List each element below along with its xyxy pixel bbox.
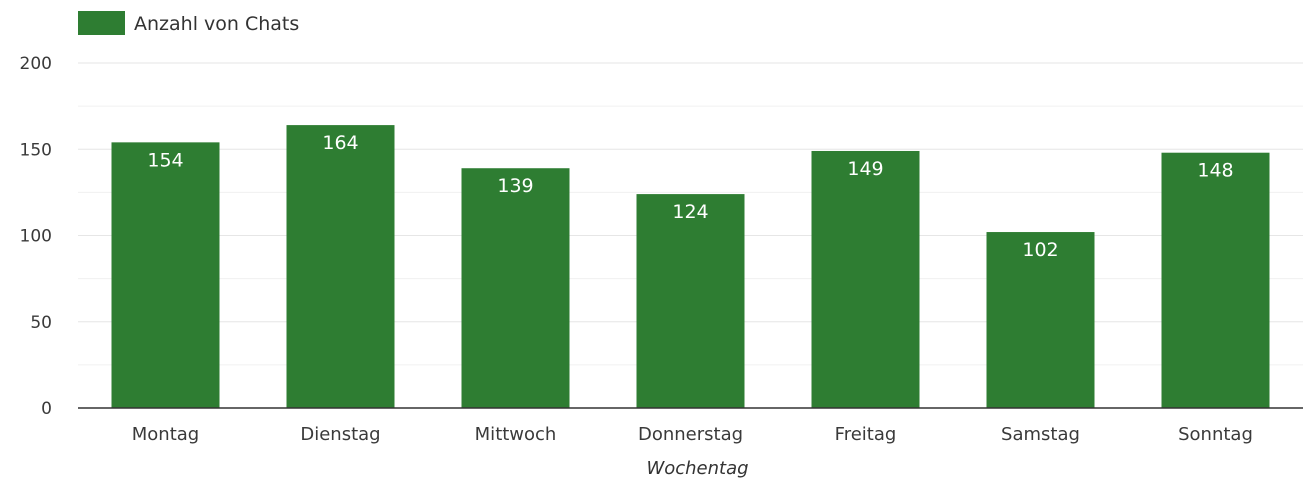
bars: 154 164 139 124 149 102 148	[111, 125, 1270, 408]
x-axis-ticks: Montag Dienstag Mittwoch Donnerstag Freitag S…	[132, 424, 1253, 445]
bar-sonntag	[1161, 152, 1270, 408]
legend: Anzahl von Chats	[78, 11, 299, 35]
bar-montag	[111, 142, 220, 408]
x-tick-label: Freitag	[835, 424, 897, 445]
legend-swatch	[78, 11, 125, 35]
y-tick-label: 50	[30, 313, 52, 333]
x-tick-label: Mittwoch	[475, 424, 557, 445]
y-tick-label: 100	[20, 227, 52, 247]
bar-freitag	[811, 150, 920, 408]
y-tick-label: 0	[41, 399, 52, 419]
x-tick-label: Montag	[132, 424, 199, 445]
bar-value-label: 102	[1022, 239, 1058, 261]
legend-label: Anzahl von Chats	[134, 13, 299, 35]
bar-value-label: 139	[497, 175, 533, 197]
x-tick-label: Sonntag	[1178, 424, 1253, 445]
y-tick-label: 150	[20, 140, 52, 160]
x-tick-label: Samstag	[1001, 424, 1080, 445]
bar-value-label: 154	[147, 149, 183, 171]
x-tick-label: Donnerstag	[638, 424, 743, 445]
bar-mittwoch	[461, 168, 570, 408]
bar-value-label: 164	[322, 132, 358, 154]
bar-dienstag	[286, 125, 395, 408]
y-axis-ticks: 0 50 100 150 200	[20, 54, 52, 419]
y-tick-label: 200	[20, 54, 52, 74]
bar-samstag	[986, 232, 1095, 408]
bar-value-label: 124	[672, 201, 708, 223]
bar-donnerstag	[636, 194, 745, 408]
x-axis-title: Wochentag	[646, 458, 748, 479]
bar-value-label: 148	[1197, 160, 1233, 182]
bar-value-label: 149	[847, 158, 883, 180]
x-tick-label: Dienstag	[300, 424, 380, 445]
